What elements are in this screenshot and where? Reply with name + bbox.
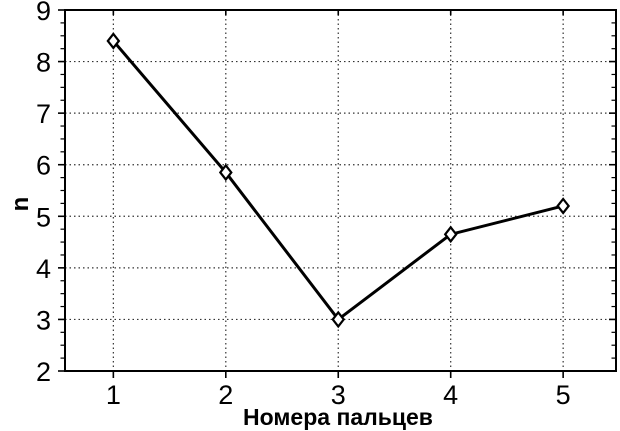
x-tick-label: 2: [218, 380, 233, 410]
x-tick-label: 3: [331, 380, 346, 410]
x-tick-label: 1: [106, 380, 121, 410]
y-axis-title: n: [7, 196, 34, 212]
data-point-marker: [106, 32, 121, 50]
data-point-marker: [331, 310, 346, 329]
y-tick-label: 9: [36, 0, 51, 26]
y-tick-label: 7: [36, 99, 51, 129]
y-tick-label: 4: [36, 254, 51, 284]
x-axis-title: Номера пальцев: [243, 404, 433, 430]
y-tick-label: 6: [36, 151, 51, 181]
y-tick-label: 3: [36, 305, 51, 335]
data-point-marker: [218, 163, 233, 182]
y-tick-label: 2: [36, 357, 51, 387]
data-point-marker: [556, 197, 571, 215]
y-tick-label: 8: [36, 48, 51, 78]
y-tick-label: 5: [36, 202, 51, 232]
data-point-marker: [443, 225, 458, 244]
x-tick-label: 4: [443, 380, 458, 410]
x-tick-label: 5: [556, 380, 571, 410]
